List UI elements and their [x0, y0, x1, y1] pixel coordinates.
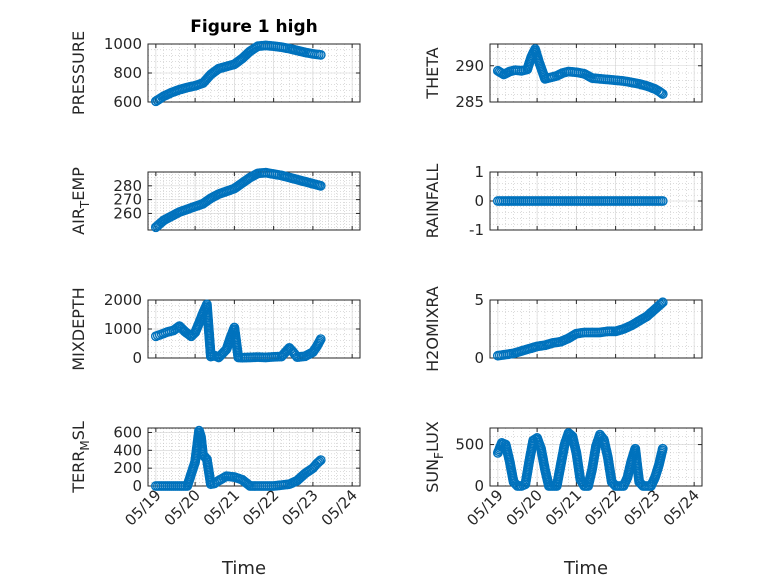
- data-point: [657, 196, 668, 206]
- y-tick-label: 285: [455, 93, 484, 111]
- data-point: [315, 180, 326, 191]
- x-tick-label: 05/24: [318, 486, 361, 529]
- data-point: [315, 455, 326, 466]
- grid: [490, 172, 702, 230]
- y-axis-label: AIRTEMP: [69, 167, 92, 235]
- y-tick-label: 1000: [104, 320, 142, 338]
- data-point: [314, 456, 325, 467]
- x-tick-label: 05/24: [660, 486, 703, 529]
- y-tick-label: 290: [455, 57, 484, 75]
- y-tick-label: 0: [474, 349, 484, 367]
- series-markers: [150, 299, 326, 363]
- y-axis-label: TERRMSL: [69, 421, 92, 494]
- y-tick-label: 800: [113, 64, 142, 82]
- y-axis-label: MIXDEPTH: [69, 287, 88, 370]
- y-axis-label-base: TERR: [69, 451, 88, 494]
- subplot-2: 285 290 THETA: [423, 43, 703, 111]
- y-axis-label: THETA: [423, 47, 442, 99]
- y-axis-label: SUNFLUX: [423, 421, 446, 493]
- y-axis-label-rest: LUX: [423, 421, 442, 452]
- series-markers: [492, 44, 668, 99]
- y-tick-label: -1: [469, 221, 484, 239]
- data-point: [315, 334, 326, 345]
- plot-area: [147, 427, 361, 487]
- y-tick-label: 600: [113, 93, 142, 111]
- y-tick-label: 0: [132, 477, 142, 495]
- subplot-5: 0 1000 2000 MIXDEPTH: [69, 287, 361, 371]
- data-point: [313, 457, 324, 468]
- subplot-1: 600 800 1000 PRESSURE Figure 1 high: [69, 17, 361, 115]
- x-tick-label: 05/19: [463, 486, 506, 529]
- x-tick-label: 05/20: [503, 486, 546, 529]
- x-tick-label: 05/19: [121, 486, 164, 529]
- axes-frame: [489, 43, 703, 103]
- y-tick-label: 280: [113, 177, 142, 195]
- series-markers: [150, 40, 326, 107]
- y-tick-label: 600: [113, 423, 142, 441]
- y-axis-label-subscript: M: [78, 440, 92, 450]
- x-axis-label: Time: [221, 558, 266, 579]
- y-tick-label: 0: [474, 477, 484, 495]
- x-tick-label: 05/21: [200, 486, 243, 529]
- x-tick-label: 05/21: [542, 486, 585, 529]
- y-tick-label: 260: [113, 204, 142, 222]
- axes-frame: [489, 427, 703, 487]
- data-point: [656, 298, 667, 309]
- x-tick-label: 05/20: [161, 486, 204, 529]
- y-axis-label-subscript: T: [78, 200, 92, 209]
- y-tick-label: 270: [113, 191, 142, 209]
- chart-title: Figure 1 high: [190, 17, 318, 37]
- subplot-4: -1 0 1 RAINFALL: [423, 163, 703, 239]
- y-tick-label: 200: [113, 459, 142, 477]
- y-tick-label: 400: [113, 441, 142, 459]
- y-axis-label-base: SUN: [423, 459, 442, 493]
- series-markers: [492, 196, 668, 206]
- x-tick-label: 05/23: [620, 486, 663, 529]
- y-axis-label: RAINFALL: [423, 164, 442, 239]
- series-markers: [150, 167, 326, 233]
- subplot-6: 0 5 H2OMIXRA: [423, 286, 703, 372]
- axes-frame: [489, 299, 703, 359]
- series-markers: [150, 425, 326, 491]
- y-tick-label: 500: [455, 436, 484, 454]
- x-tick-label: 05/22: [239, 486, 282, 529]
- plot-area: [147, 171, 361, 231]
- y-tick-label: 0: [132, 349, 142, 367]
- data-point: [315, 49, 326, 60]
- y-tick-label: 0: [474, 192, 484, 210]
- y-tick-label: 2000: [104, 291, 142, 309]
- y-axis-label-rest: SL: [69, 421, 88, 440]
- y-tick-label: 1000: [104, 35, 142, 53]
- data-point: [657, 297, 668, 308]
- x-tick-label: 05/22: [581, 486, 624, 529]
- y-axis-label: H2OMIXRA: [423, 286, 442, 372]
- y-tick-label: 1: [474, 163, 484, 181]
- x-axis-label: Time: [563, 558, 608, 579]
- data-point: [656, 88, 667, 98]
- x-tick-label: 05/23: [278, 486, 321, 529]
- data-point: [655, 87, 666, 97]
- y-axis-label-subscript: F: [432, 452, 446, 459]
- data-point: [655, 299, 666, 310]
- y-tick-label: 5: [474, 291, 484, 309]
- y-axis-label-rest: EMP: [69, 167, 88, 201]
- series-markers: [492, 428, 668, 491]
- y-axis-label: PRESSURE: [69, 31, 88, 115]
- y-axis-label-base: AIR: [69, 208, 88, 235]
- data-point: [657, 443, 668, 454]
- series-markers: [492, 297, 668, 361]
- data-point: [657, 89, 668, 99]
